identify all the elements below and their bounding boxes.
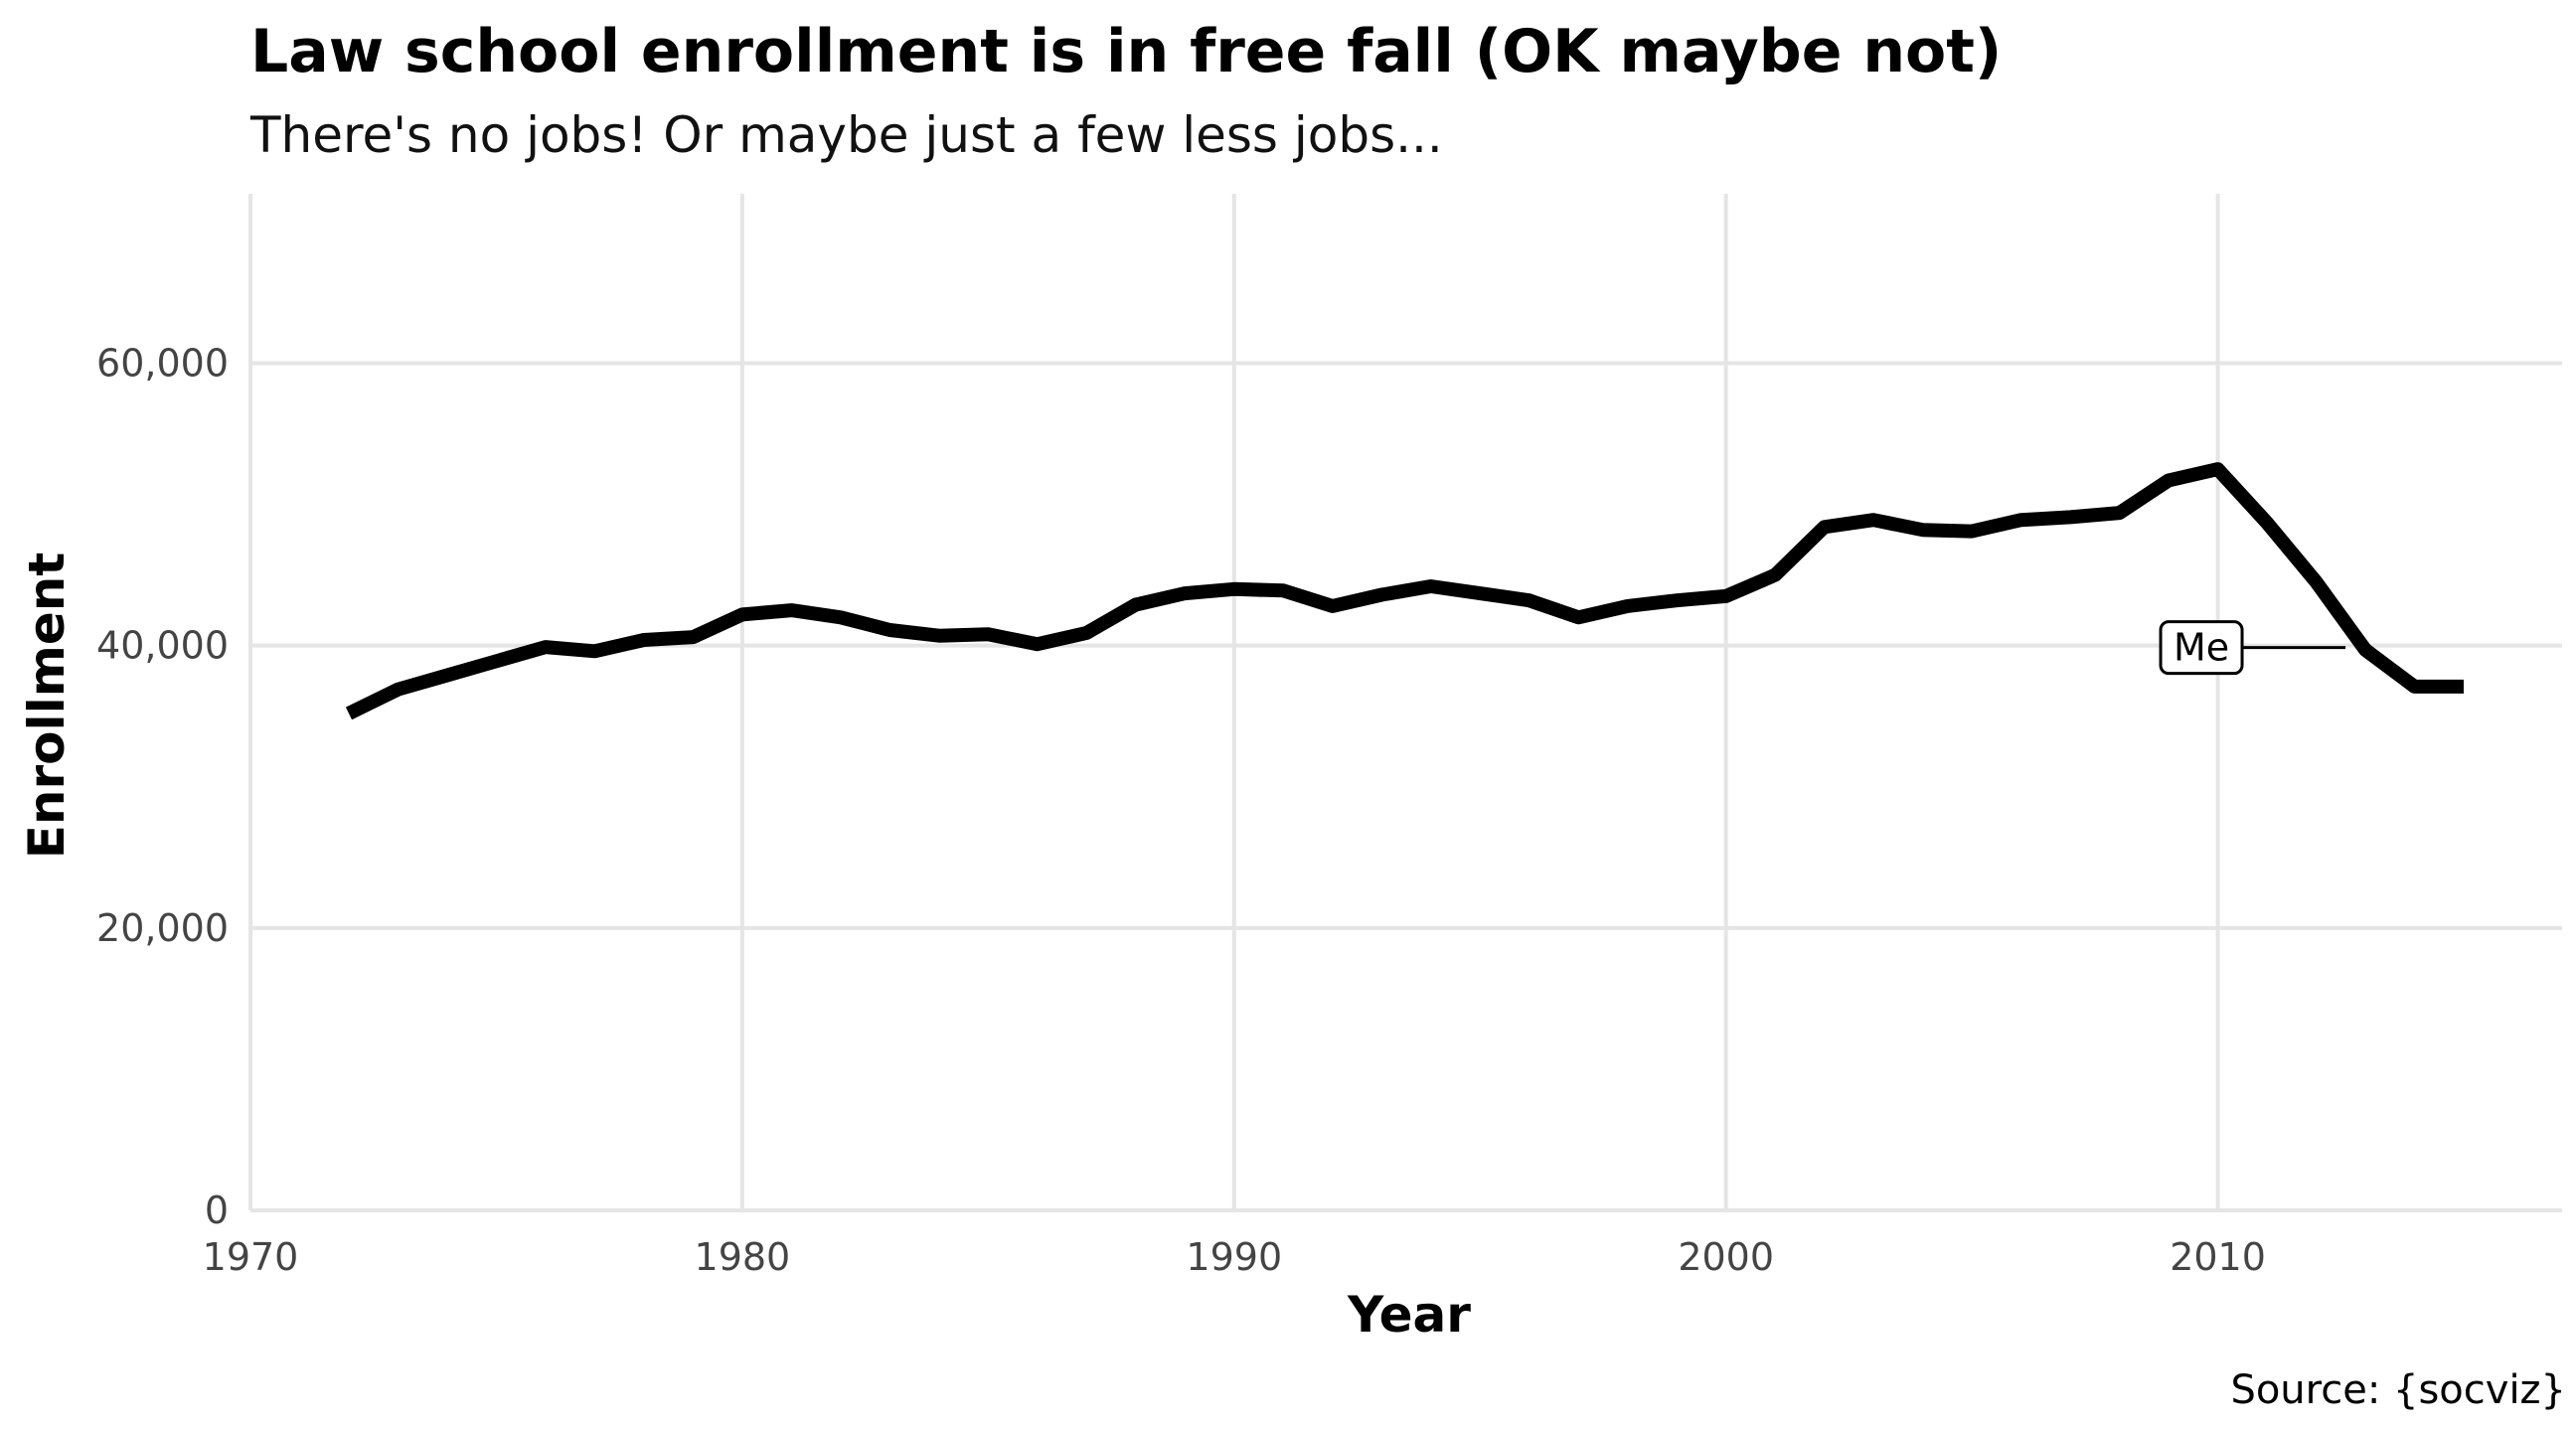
x-tick-label: 2000 xyxy=(1678,1235,1774,1279)
tick-layer: 1970 1980 1990 2000 2010 0 20,000 40,000 60,000 xyxy=(96,342,2266,1280)
grid-layer xyxy=(248,194,2562,1212)
series-line xyxy=(345,462,2464,720)
y-tick-label: 40,000 xyxy=(96,624,229,668)
x-tick-label: 1980 xyxy=(695,1235,791,1279)
x-tick-label: 1970 xyxy=(203,1235,299,1279)
chart-subtitle: There's no jobs! Or maybe just a few les… xyxy=(249,106,1443,164)
annotation-box xyxy=(2159,620,2244,676)
chart-title: Law school enrollment is in free fall (O… xyxy=(250,17,2002,86)
chart-caption: Source: {socviz} xyxy=(2230,1367,2566,1413)
x-tick-label: 2010 xyxy=(2170,1235,2266,1279)
series-layer xyxy=(345,462,2464,720)
y-tick-label: 60,000 xyxy=(96,342,229,386)
annotation-label: Me xyxy=(2174,626,2229,670)
y-axis-title: Enrollment xyxy=(18,553,76,860)
y-tick-label: 0 xyxy=(205,1189,229,1232)
x-tick-label: 1990 xyxy=(1186,1235,1282,1279)
x-axis-title: Year xyxy=(1347,1286,1471,1344)
y-tick-label: 20,000 xyxy=(96,906,229,950)
annotation-layer: Me xyxy=(2159,620,2346,676)
